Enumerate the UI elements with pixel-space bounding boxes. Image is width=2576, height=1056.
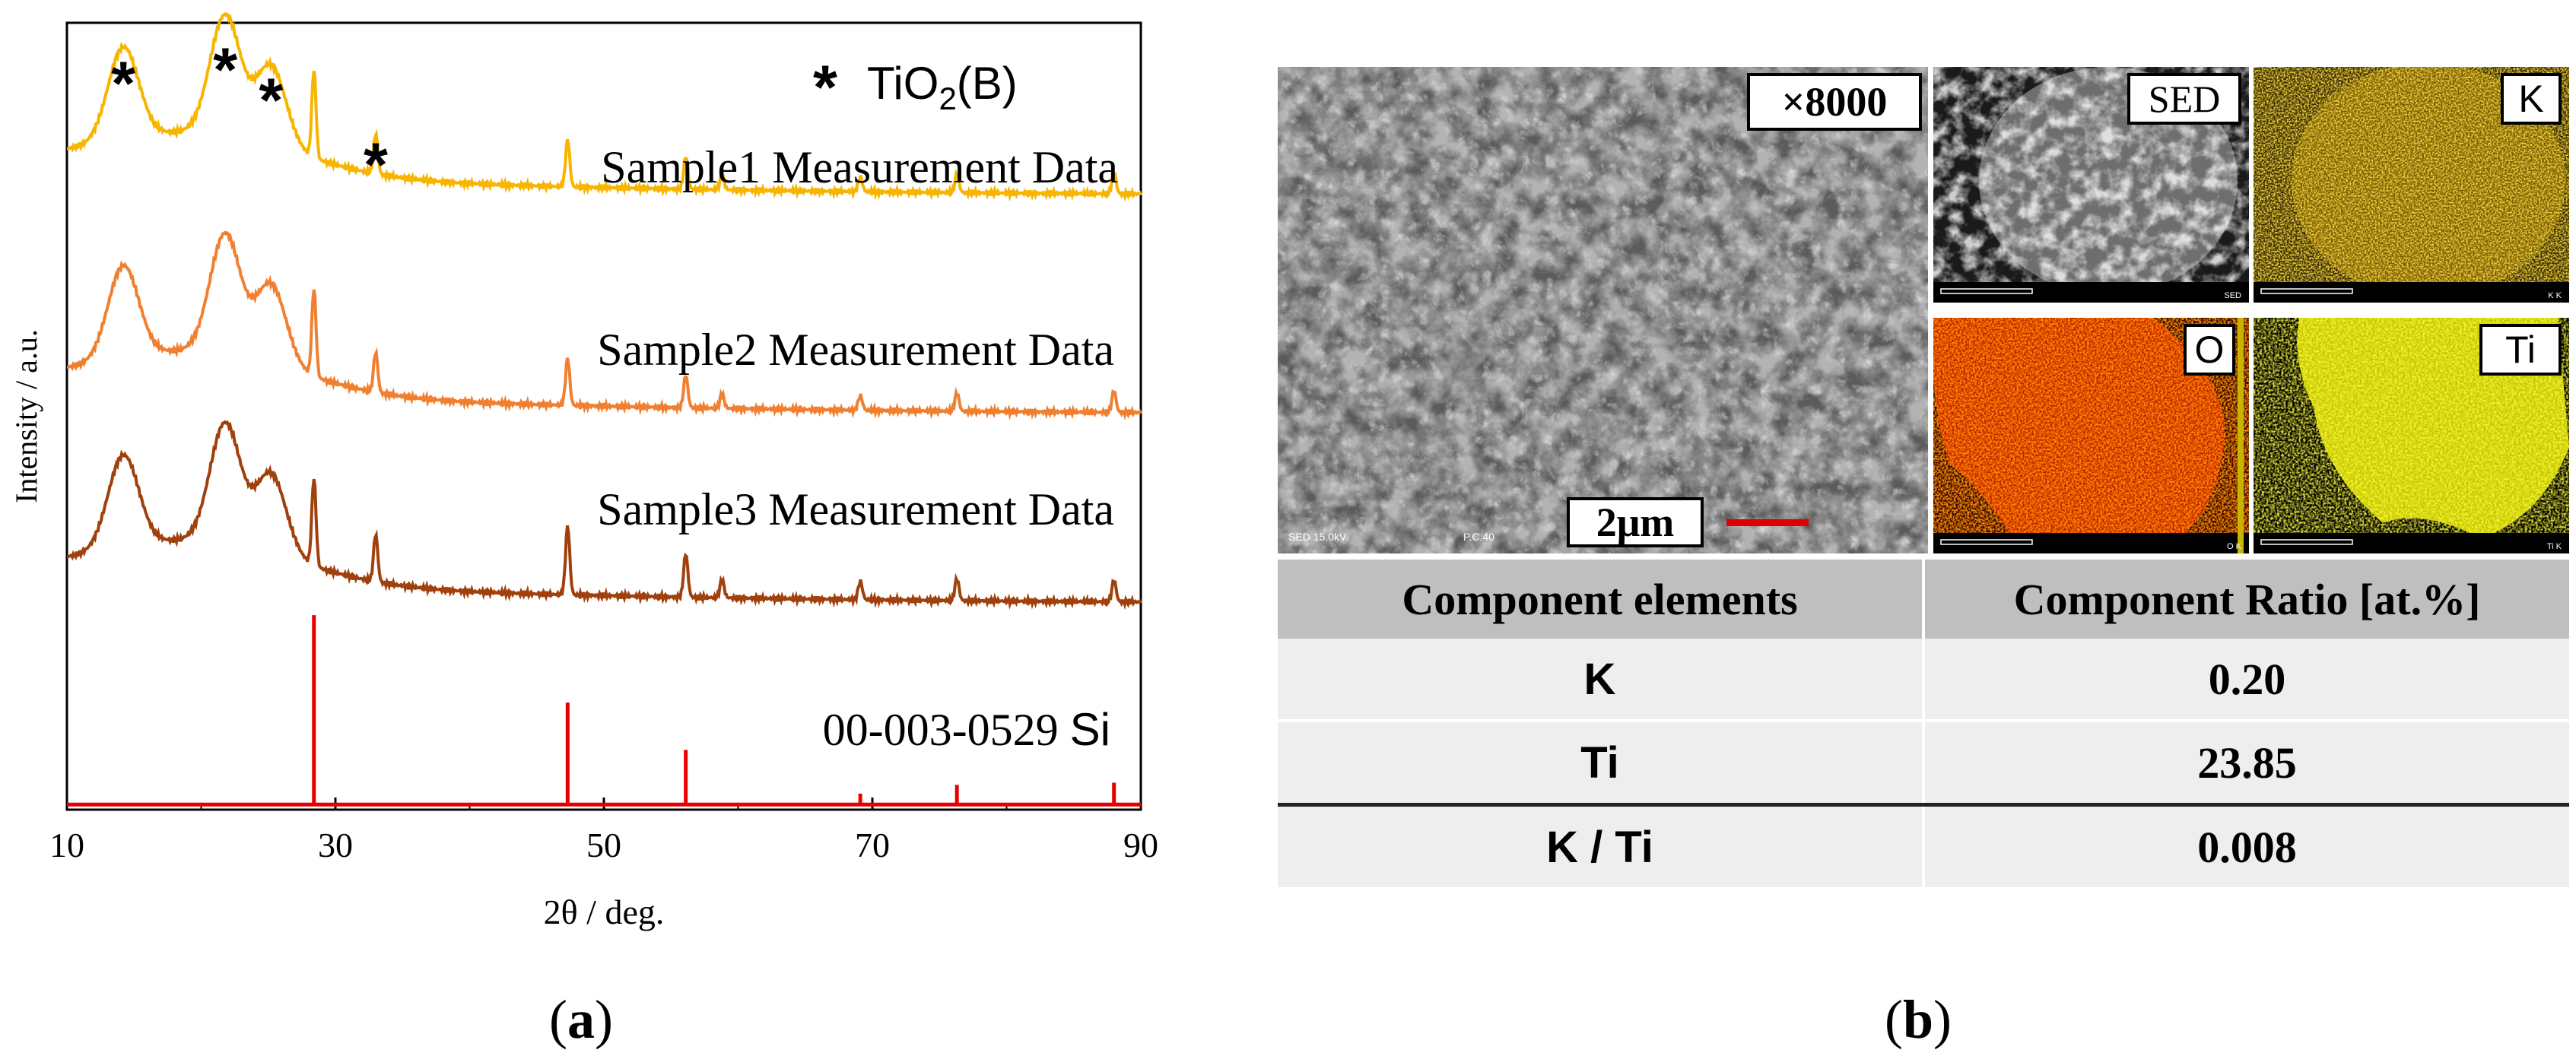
- o-map: O O K: [1933, 318, 2249, 553]
- table-cell-value: 0.20: [1923, 639, 2569, 722]
- table-row: Ti 23.85: [1278, 721, 2569, 807]
- table-cell-value: 0.008: [1923, 803, 2569, 890]
- plot-frame: [65, 21, 1142, 811]
- series-line-3: [67, 420, 1142, 610]
- panel-b-label: (b): [1885, 989, 1952, 1050]
- k-map-footer: K K: [2548, 291, 2562, 300]
- legend-label: TiO2(B): [867, 58, 1018, 116]
- x-tick-label: 10: [49, 826, 84, 864]
- magnification-label: ×8000: [1747, 73, 1922, 131]
- composition-table: Component elements Component Ratio [at.%…: [1278, 560, 2569, 890]
- sed-map-footer: SED: [2224, 291, 2241, 300]
- series-line-2: [66, 230, 1142, 420]
- legend-marker: *: [813, 53, 837, 122]
- table-row: K / Ti 0.008: [1278, 803, 2569, 890]
- table-header-ratio: Component Ratio [at.%]: [1923, 560, 2569, 639]
- table-header-elements: Component elements: [1278, 560, 1925, 639]
- ti-map-footer: Ti K: [2546, 542, 2562, 551]
- tio2b-marker: *: [213, 36, 237, 105]
- x-axis-label: 2θ / deg.: [544, 893, 665, 931]
- series-line-1: [66, 11, 1142, 202]
- tio2b-marker: *: [364, 131, 388, 200]
- ti-map: Ti Ti K: [2254, 318, 2569, 553]
- panel-a-label: (a): [549, 989, 613, 1050]
- tio2b-marker: *: [111, 49, 135, 119]
- table-cell-element: K: [1278, 639, 1925, 722]
- sed-map: SED SED: [1933, 67, 2249, 303]
- k-map-label: K: [2501, 73, 2562, 125]
- o-map-footer: O K: [2227, 542, 2241, 551]
- x-tick-label: 50: [586, 826, 621, 864]
- x-tick-label: 90: [1123, 826, 1158, 864]
- table-header-row: Component elements Component Ratio [at.%…: [1278, 560, 2569, 639]
- sem-footer-left: SED 15.0kV: [1288, 531, 1347, 543]
- series-label-1: Sample1 Measurement Data: [601, 142, 1118, 192]
- y-axis-label: Intensity / a.u.: [9, 329, 43, 503]
- scalebar: [1726, 519, 1809, 526]
- table-cell-value: 23.85: [1923, 721, 2569, 807]
- ti-map-label: Ti: [2479, 324, 2562, 376]
- sem-footer-mid: P.C.40: [1463, 531, 1494, 543]
- o-map-label: O: [2184, 324, 2235, 376]
- k-map: K K K: [2254, 67, 2569, 303]
- series-label-2: Sample2 Measurement Data: [597, 325, 1114, 375]
- sem-image-texture: [1278, 67, 1928, 553]
- sem-image: ×8000 2μm SED 15.0kV P.C.40: [1278, 67, 1928, 553]
- x-tick-label: 30: [318, 826, 353, 864]
- table-cell-element: K / Ti: [1278, 803, 1925, 890]
- x-tick-label: 70: [855, 826, 890, 864]
- scalebar-label: 2μm: [1567, 497, 1704, 547]
- tio2b-marker: *: [259, 66, 283, 135]
- sed-map-label: SED: [2127, 73, 2241, 125]
- table-row: K 0.20: [1278, 639, 2569, 722]
- table-cell-element: Ti: [1278, 721, 1925, 807]
- reference-label: 00-003-0529 Si: [823, 704, 1110, 755]
- sem-eds-figure: ×8000 2μm SED 15.0kV P.C.40 SED SED: [1278, 67, 2569, 882]
- series-label-3: Sample3 Measurement Data: [597, 484, 1114, 534]
